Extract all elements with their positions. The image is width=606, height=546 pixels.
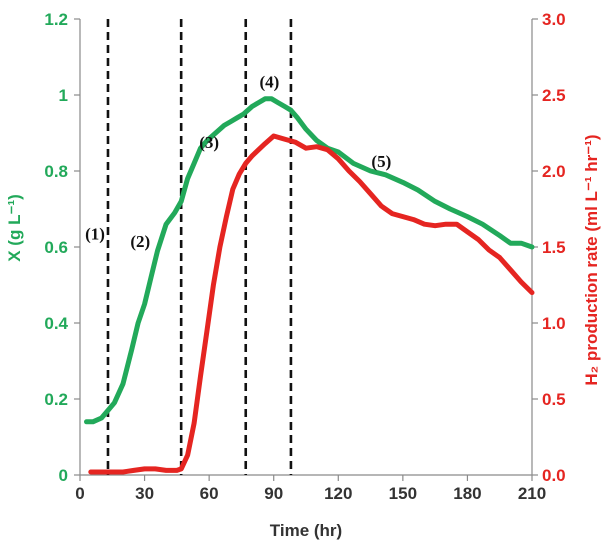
x-tick-label: 210 xyxy=(518,484,546,503)
y-right-tick-label: 3.0 xyxy=(542,10,566,29)
x-tick-label: 120 xyxy=(324,484,352,503)
phase-labels: (1) (2) (3) (4) (5) xyxy=(85,72,391,251)
x-tick-label: 60 xyxy=(200,484,219,503)
x-tick-label: 30 xyxy=(135,484,154,503)
x-tick-label: 150 xyxy=(389,484,417,503)
y-right-tick-label: 2.5 xyxy=(542,86,566,105)
y-left-tick-label: 0.8 xyxy=(44,162,68,181)
y-right-tick-label: 1.5 xyxy=(542,238,566,257)
biomass-concentration-line xyxy=(84,96,535,425)
y-left-tick-label: 0.2 xyxy=(44,390,68,409)
axes-group: 0 0.2 0.4 0.6 0.8 1 1.2 0.0 0.5 1.0 1.5 2.0 2.5 3.0 0 3… xyxy=(44,10,565,503)
phase-label: (2) xyxy=(130,232,150,251)
h2-production-rate-line xyxy=(88,133,535,475)
y-right-tick-label: 0.5 xyxy=(542,390,566,409)
y-left-tick-label: 1.2 xyxy=(44,10,68,29)
y-right-tick-label: 0.0 xyxy=(542,466,566,485)
phase-label: (5) xyxy=(371,152,391,171)
x-tick-label: 180 xyxy=(453,484,481,503)
x-tick-label: 90 xyxy=(264,484,283,503)
y-right-tick-label: 2.0 xyxy=(542,162,566,181)
y-left-tick-label: 0.4 xyxy=(44,314,68,333)
y-left-tick-label: 0 xyxy=(59,466,68,485)
y-axis-left-label: X (g L⁻¹) xyxy=(5,194,24,262)
y-left-tick-label: 1 xyxy=(59,86,68,105)
x-tick-label: 0 xyxy=(75,484,84,503)
phase-label: (3) xyxy=(199,133,219,152)
y-left-tick-label: 0.6 xyxy=(44,238,68,257)
series-group xyxy=(84,96,535,475)
y-right-tick-label: 1.0 xyxy=(542,314,566,333)
phase-label: (4) xyxy=(259,72,279,91)
phase-boundaries xyxy=(106,19,293,475)
phase-label: (1) xyxy=(85,224,105,243)
y-axis-right-label: H₂ production rate (ml L⁻¹ hr⁻¹) xyxy=(582,134,601,385)
x-axis-label: Time (hr) xyxy=(270,521,342,540)
